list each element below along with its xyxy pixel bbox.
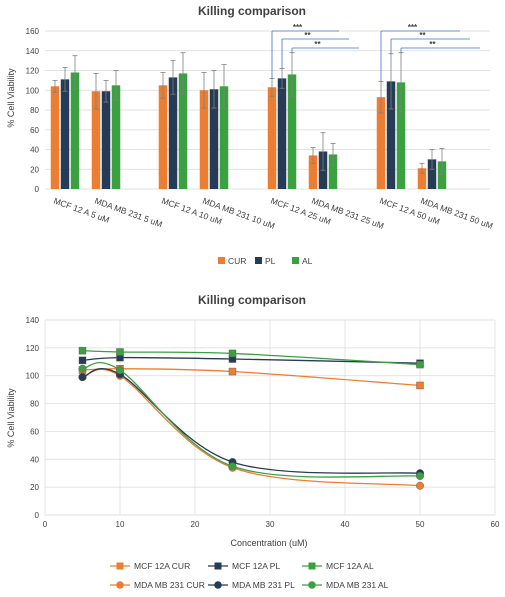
data-point-square: [116, 348, 124, 356]
bar-y-tick-label: 0: [35, 185, 40, 194]
bar-cur: [308, 155, 318, 189]
bar-cur: [417, 168, 427, 189]
line-x-tick-label: 20: [191, 520, 200, 529]
bar-al: [111, 85, 121, 189]
bar-legend-swatch: [255, 257, 262, 264]
bar-cur: [267, 87, 277, 189]
line-legend-label: MCF 12A AL: [326, 561, 374, 571]
bar-pl: [386, 81, 396, 189]
bar-al: [287, 74, 297, 189]
bar-al: [396, 82, 406, 189]
data-point-circle: [115, 366, 124, 375]
line-legend-label: MDA MB 231 CUR: [134, 580, 205, 590]
bar-y-tick-label: 40: [30, 146, 39, 155]
significance-label: ***: [293, 23, 303, 32]
line-x-tick-label: 0: [43, 520, 48, 529]
line-y-tick-label: 40: [30, 455, 39, 464]
significance-label: **: [304, 31, 311, 40]
bar-cur: [158, 85, 168, 189]
line-x-tick-label: 10: [116, 520, 125, 529]
bar-legend-swatch: [292, 257, 299, 264]
bar-al: [328, 154, 338, 189]
line-legend-label: MCF 12A CUR: [134, 561, 190, 571]
bar-y-tick-label: 160: [26, 27, 40, 36]
line-legend-label: MCF 12A PL: [232, 561, 280, 571]
line-chart-title: Killing comparison: [198, 293, 306, 307]
bar-chart-ylabel: % Cell Viability: [6, 68, 16, 128]
bar-legend-label: CUR: [228, 256, 246, 266]
data-point-square: [78, 356, 87, 365]
bar-pl: [168, 77, 178, 189]
bar-legend-label: AL: [302, 256, 313, 266]
data-point-circle: [416, 472, 425, 481]
line-y-tick-label: 20: [30, 483, 39, 492]
bar-y-tick-label: 100: [26, 86, 40, 95]
line-x-tick-label: 40: [341, 520, 350, 529]
bar-cur: [199, 90, 209, 189]
series-line: [82, 368, 421, 474]
line-legend-label: MDA MB 231 AL: [326, 580, 389, 590]
data-point-circle: [228, 462, 237, 471]
bar-legend-swatch: [218, 257, 225, 264]
line-y-tick-label: 60: [30, 427, 39, 436]
significance-label: **: [419, 31, 426, 40]
bar-cur: [50, 86, 60, 189]
line-legend-marker: [308, 581, 316, 589]
line-legend-marker: [214, 562, 222, 570]
bar-y-tick-label: 20: [30, 165, 39, 174]
bar-y-tick-label: 140: [26, 47, 40, 56]
bar-pl: [427, 159, 437, 189]
bar-legend-label: PL: [265, 256, 276, 266]
line-chart-ylabel: % Cell Viability: [6, 388, 16, 448]
data-point-square: [228, 367, 237, 376]
data-point-square: [78, 346, 87, 355]
significance-label: ***: [408, 23, 418, 32]
line-y-tick-label: 120: [26, 344, 40, 353]
series-line: [82, 361, 421, 478]
bar-pl: [209, 89, 219, 189]
significance-label: **: [429, 40, 436, 49]
line-x-tick-label: 30: [266, 520, 275, 529]
bar-pl: [101, 91, 111, 189]
line-legend-marker: [308, 562, 316, 570]
line-legend-marker: [214, 581, 222, 589]
bar-cur: [376, 97, 386, 189]
line-x-tick-label: 60: [491, 520, 500, 529]
bar-al: [437, 161, 447, 189]
bar-pl: [60, 79, 70, 189]
series-line: [82, 368, 421, 487]
line-legend-marker: [116, 581, 124, 589]
bar-al: [219, 86, 229, 189]
data-point-circle: [78, 364, 87, 373]
line-y-tick-label: 80: [30, 400, 39, 409]
bar-y-tick-label: 60: [30, 126, 39, 135]
bar-al: [70, 72, 80, 189]
bar-pl: [277, 78, 287, 189]
data-point-circle: [416, 481, 425, 490]
data-point-circle: [78, 373, 87, 382]
data-point-square: [416, 381, 424, 390]
data-point-square: [416, 360, 424, 369]
significance-label: **: [314, 40, 321, 49]
bar-y-tick-label: 120: [26, 67, 40, 76]
line-y-tick-label: 100: [26, 372, 40, 381]
bar-chart-title: Killing comparison: [198, 4, 306, 18]
bar-cur: [91, 91, 101, 189]
line-chart-xlabel: Concentration (uM): [230, 538, 307, 548]
line-legend-label: MDA MB 231 PL: [232, 580, 295, 590]
line-y-tick-label: 0: [35, 511, 40, 520]
line-y-tick-label: 140: [26, 316, 40, 325]
line-legend-marker: [116, 562, 124, 570]
data-point-square: [228, 349, 237, 358]
line-x-tick-label: 50: [416, 520, 425, 529]
series-line: [82, 356, 421, 364]
bar-y-tick-label: 80: [30, 106, 39, 115]
series-line: [82, 349, 421, 366]
series-line: [82, 368, 421, 387]
bar-al: [178, 73, 188, 189]
